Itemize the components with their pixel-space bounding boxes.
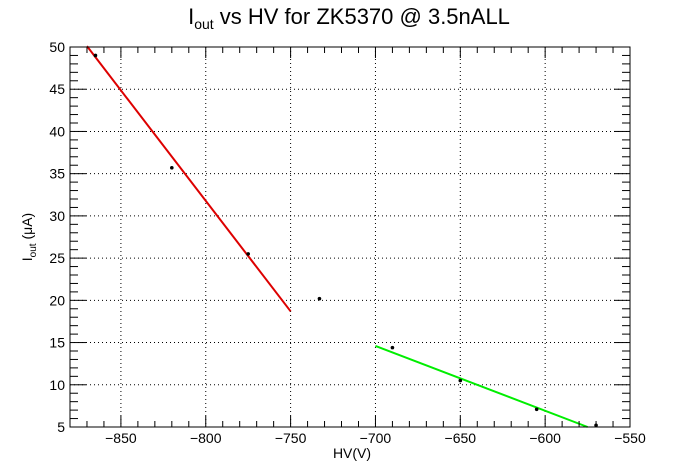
title-main: I bbox=[188, 4, 194, 29]
y-tick-label: 10 bbox=[49, 377, 65, 393]
data-point bbox=[390, 345, 395, 350]
x-tick-label: −700 bbox=[360, 430, 392, 446]
plot-frame bbox=[69, 46, 631, 428]
y-tick-label: 35 bbox=[49, 166, 65, 182]
title-subscript: out bbox=[194, 16, 214, 32]
y-tick-label: 50 bbox=[49, 39, 65, 55]
y-tick-label: 25 bbox=[49, 250, 65, 266]
chart-title: Iout vs HV for ZK5370 @ 3.5nALL bbox=[188, 4, 510, 32]
fit-line-1 bbox=[86, 45, 292, 312]
grid bbox=[70, 47, 630, 427]
title-rest: vs HV for ZK5370 @ 3.5nALL bbox=[214, 4, 510, 29]
x-tick-label: −600 bbox=[529, 430, 561, 446]
ylabel-main: I bbox=[19, 257, 35, 261]
y-tick-label: 15 bbox=[49, 335, 65, 351]
y-tick-label: 40 bbox=[49, 123, 65, 139]
data-point bbox=[317, 296, 322, 301]
data-point bbox=[534, 407, 539, 412]
y-tick-label: 5 bbox=[57, 419, 65, 435]
data-point bbox=[458, 378, 463, 383]
y-tick-label: 20 bbox=[49, 292, 65, 308]
data-point bbox=[170, 165, 174, 170]
x-tick-label: −750 bbox=[275, 430, 307, 446]
y-tick-label: 45 bbox=[49, 81, 65, 97]
ylabel-subscript: out bbox=[28, 243, 39, 257]
ylabel-rest: (μA) bbox=[19, 213, 35, 244]
fit-line-2 bbox=[375, 344, 588, 428]
x-axis-label: HV(V) bbox=[333, 445, 371, 461]
data-points bbox=[93, 53, 598, 428]
y-tick-label: 30 bbox=[49, 208, 65, 224]
y-axis-label: Iout (μA) bbox=[19, 213, 39, 261]
data-point bbox=[93, 53, 98, 58]
tick-labels: −850 −800 −750 −700 −650 −600 −550 5 10 15 20 25 30 3… bbox=[49, 39, 646, 446]
x-tick-label: −550 bbox=[614, 430, 646, 446]
data-point bbox=[246, 252, 250, 256]
x-tick-label: −850 bbox=[105, 430, 137, 446]
axis-ticks bbox=[69, 46, 631, 428]
x-tick-label: −650 bbox=[445, 430, 477, 446]
x-tick-label: −800 bbox=[190, 430, 222, 446]
fit-lines bbox=[86, 45, 588, 428]
